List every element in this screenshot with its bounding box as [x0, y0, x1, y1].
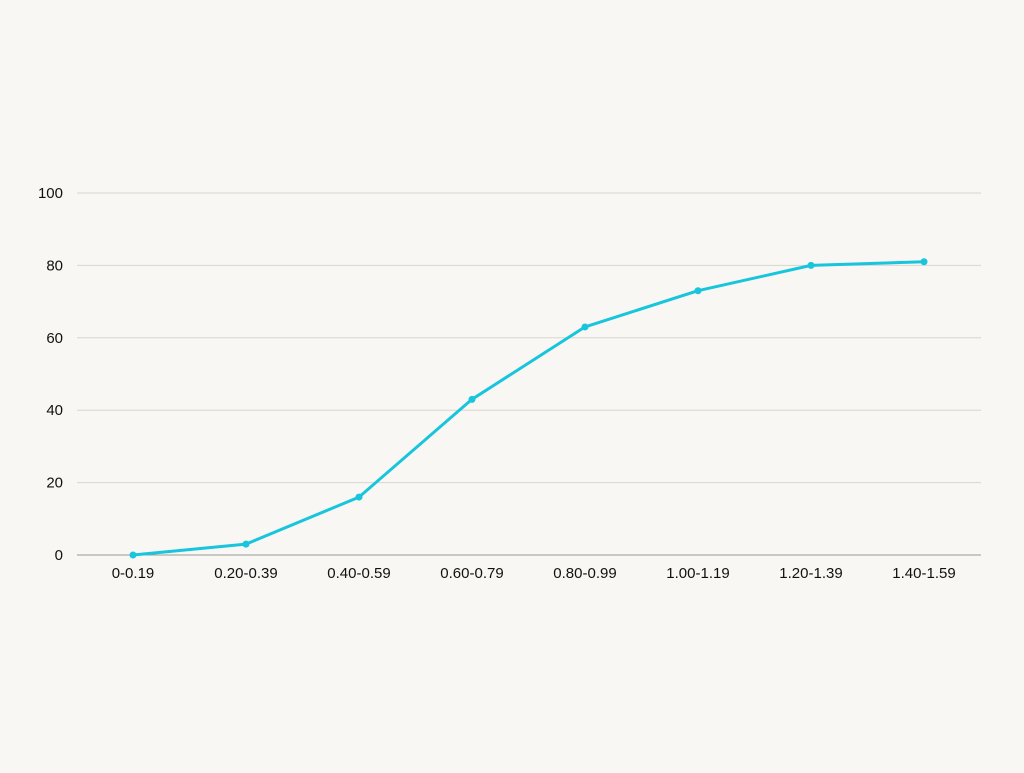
gridlines — [77, 192, 981, 484]
x-tick-label: 0.60-0.79 — [440, 565, 503, 582]
y-tick-label: 20 — [46, 475, 63, 492]
series-line — [131, 260, 926, 557]
data-point — [355, 493, 363, 501]
x-tick-label: 0.80-0.99 — [553, 565, 616, 582]
y-tick-label: 100 — [38, 185, 63, 202]
data-point — [920, 258, 928, 266]
data-point — [807, 261, 815, 269]
y-tick-label: 80 — [46, 257, 63, 274]
data-point — [129, 551, 137, 559]
x-tick-label: 0.40-0.59 — [327, 565, 390, 582]
x-tick-label: 1.00-1.19 — [666, 565, 729, 582]
data-point — [694, 287, 702, 295]
x-tick-label: 0-0.19 — [112, 565, 155, 582]
x-tick-label: 1.40-1.59 — [892, 565, 955, 582]
series — [129, 258, 928, 559]
y-tick-label: 0 — [55, 547, 63, 564]
x-tick-label: 1.20-1.39 — [779, 565, 842, 582]
x-tick-labels: 0-0.19 0.20-0.39 0.40-0.59 0.60-0.79 0.80-0.… — [112, 565, 956, 582]
y-tick-labels: 0 20 40 60 80 100 — [38, 185, 63, 564]
data-point — [581, 323, 589, 331]
x-tick-label: 0.20-0.39 — [214, 565, 277, 582]
data-point — [468, 395, 476, 403]
y-tick-label: 60 — [46, 330, 63, 347]
y-tick-label: 40 — [46, 402, 63, 419]
data-point — [242, 540, 250, 548]
